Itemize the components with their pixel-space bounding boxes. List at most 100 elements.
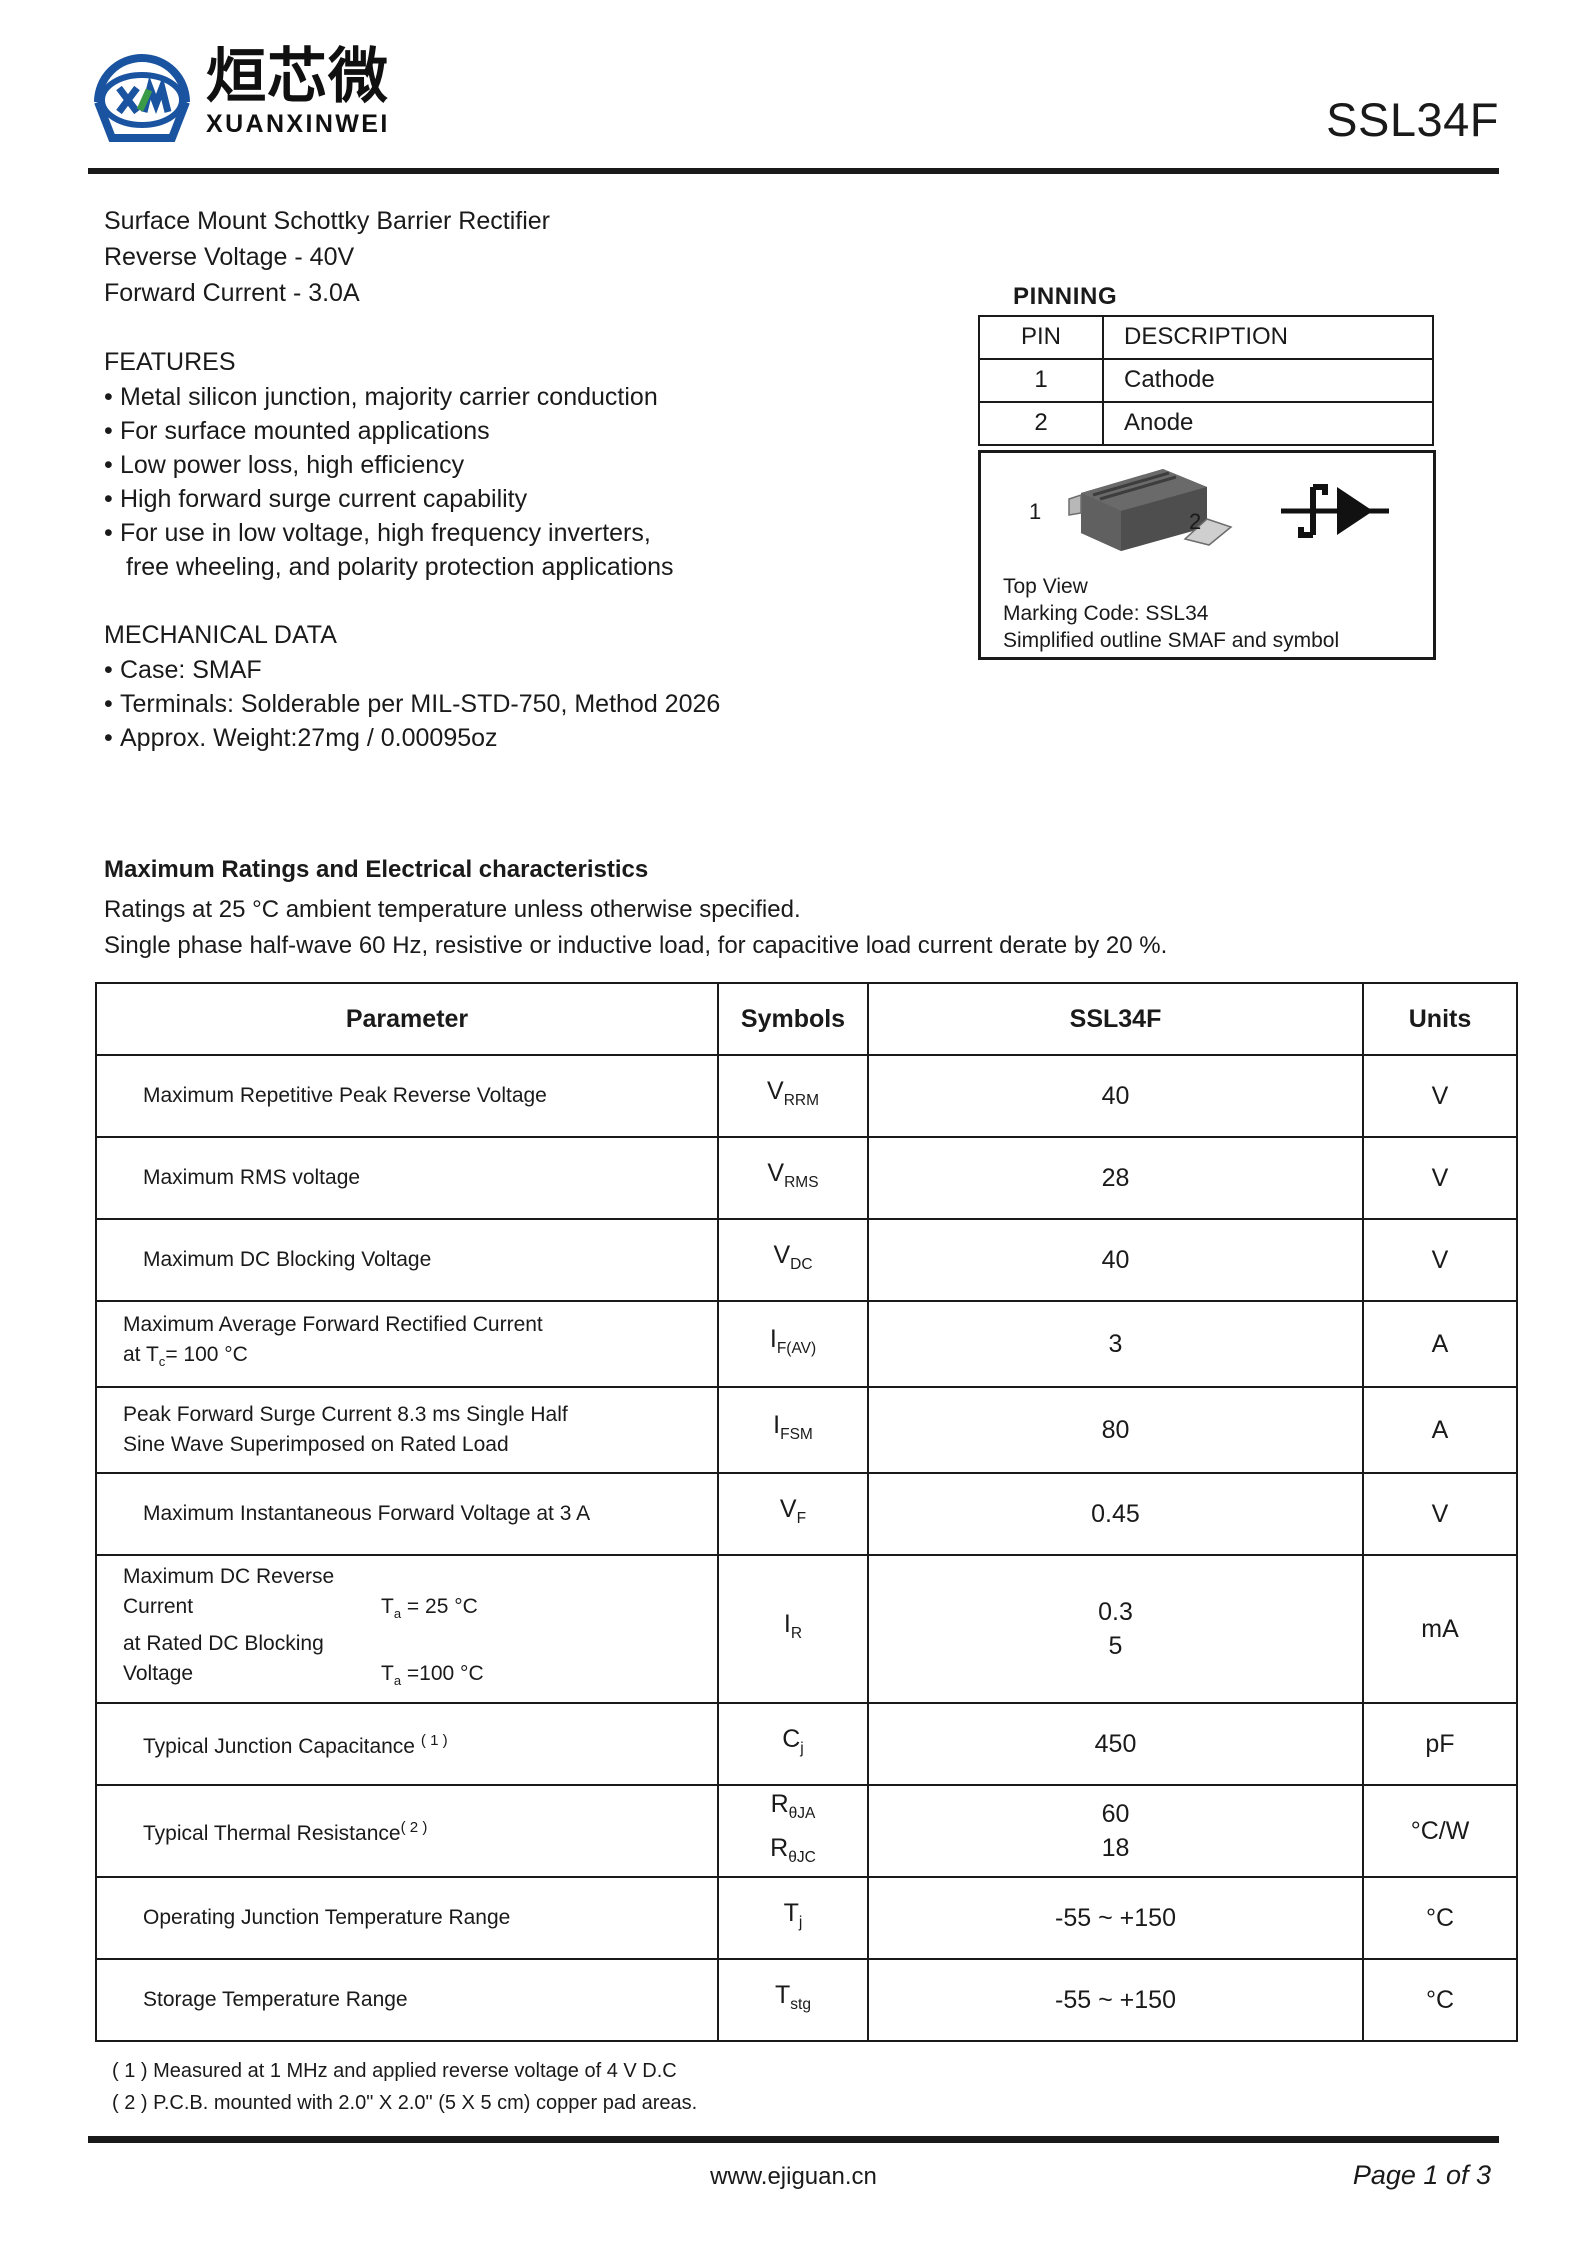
feature-text: For surface mounted applications xyxy=(120,417,490,445)
param-symbol: RθJA RθJC xyxy=(717,1784,869,1879)
param-label: Maximum Repetitive Peak Reverse Voltage xyxy=(95,1054,719,1138)
table-row: 1 Cathode xyxy=(978,358,1434,403)
param-label: Storage Temperature Range xyxy=(95,1958,719,2043)
table-header-row: PIN DESCRIPTION xyxy=(978,315,1434,360)
table-header-row: Parameter Symbols SSL34F Units xyxy=(95,982,1518,1056)
footnote-ref: ( 2 ) xyxy=(400,1819,428,1837)
features-heading: FEATURES xyxy=(104,348,236,376)
list-item: • For surface mounted applications xyxy=(104,414,904,448)
xw-logo-icon xyxy=(88,38,196,146)
mechanical-data-heading: MECHANICAL DATA xyxy=(104,621,337,649)
footer-page-number: Page 1 of 3 xyxy=(1352,2160,1491,2190)
footnote-ref: ( 1 ) xyxy=(420,1732,448,1750)
logo-wordmark: 烜芯微 XUANXINWEI xyxy=(206,38,390,138)
param-label-line1: Maximum DC Reverse Current Ta = 25 °C xyxy=(123,1565,478,1622)
mechanical-text: Terminals: Solderable per MIL-STD-750, M… xyxy=(120,690,721,718)
param-label: Operating Junction Temperature Range xyxy=(95,1876,719,1961)
table-row: Maximum Repetitive Peak Reverse Voltage … xyxy=(95,1054,1518,1138)
pin-number: 2 xyxy=(978,401,1104,446)
param-unit: V xyxy=(1362,1054,1518,1138)
param-symbol: VF xyxy=(717,1472,869,1556)
pinning-table: PIN DESCRIPTION 1 Cathode 2 Anode xyxy=(978,315,1434,446)
table-row: Operating Junction Temperature Range Tj … xyxy=(95,1876,1518,1961)
mechanical-text: Approx. Weight:27mg / 0.00095oz xyxy=(120,724,498,752)
package-pin2-label: 2 xyxy=(1189,509,1202,534)
param-value-line2: 18 xyxy=(1101,1834,1130,1863)
param-unit: °C xyxy=(1362,1958,1518,2043)
page-title: SSL34F xyxy=(1326,93,1499,146)
table-row: Typical Thermal Resistance( 2 ) RθJA RθJ… xyxy=(95,1784,1518,1879)
param-value: 450 xyxy=(867,1702,1364,1787)
param-label: Typical Junction Capacitance ( 1 ) xyxy=(95,1702,719,1787)
bullet-icon: • xyxy=(104,724,113,752)
pin-description: Cathode xyxy=(1102,358,1434,403)
bullet-icon: • xyxy=(104,451,113,479)
bullet-icon: • xyxy=(104,485,113,513)
param-value: 3 xyxy=(867,1300,1364,1388)
table-row: Peak Forward Surge Current 8.3 ms Single… xyxy=(95,1386,1518,1474)
bullet-icon: • xyxy=(104,519,113,547)
pinning-col-pin: PIN xyxy=(978,315,1104,360)
param-value: 60 18 xyxy=(867,1784,1364,1879)
param-label-line2: at Tc= 100 °C xyxy=(123,1343,248,1370)
list-item: • High forward surge current capability xyxy=(104,482,904,516)
param-unit: A xyxy=(1362,1300,1518,1388)
list-item: • For use in low voltage, high frequency … xyxy=(104,516,904,550)
bullet-icon: • xyxy=(104,417,113,445)
list-item: • Approx. Weight:27mg / 0.00095oz xyxy=(104,721,904,755)
footer-divider xyxy=(88,2136,1499,2143)
param-label: Maximum RMS voltage xyxy=(95,1136,719,1220)
table-row: Maximum RMS voltage VRMS 28 V xyxy=(95,1136,1518,1220)
table-row: 2 Anode xyxy=(978,401,1434,446)
param-symbol: Tstg xyxy=(717,1958,869,2043)
param-unit: V xyxy=(1362,1472,1518,1556)
pinning-col-description: DESCRIPTION xyxy=(1102,315,1434,360)
param-label: Maximum DC Blocking Voltage xyxy=(95,1218,719,1302)
param-symbol: VRRM xyxy=(717,1054,869,1138)
col-header-symbols: Symbols xyxy=(717,982,869,1056)
param-value: 0.3 5 xyxy=(867,1553,1364,1705)
table-row: Typical Junction Capacitance ( 1 ) Cj 45… xyxy=(95,1702,1518,1787)
logo-chinese-name: 烜芯微 xyxy=(206,42,389,112)
bullet-icon: • xyxy=(104,656,113,684)
mechanical-data-list: • Case: SMAF • Terminals: Solderable per M… xyxy=(104,653,904,755)
table-row: Maximum DC Blocking Voltage VDC 40 V xyxy=(95,1218,1518,1302)
param-unit: °C xyxy=(1362,1876,1518,1961)
param-value-line1: 0.3 xyxy=(1098,1598,1133,1627)
param-value: 40 xyxy=(867,1054,1364,1138)
table-row: Maximum Instantaneous Forward Voltage at… xyxy=(95,1472,1518,1556)
package-pin1-label: 1 xyxy=(1029,499,1042,524)
ratings-section-title: Maximum Ratings and Electrical character… xyxy=(104,856,649,883)
pin-description: Anode xyxy=(1102,401,1434,446)
param-symbol: IFSM xyxy=(717,1386,869,1474)
param-unit: V xyxy=(1362,1218,1518,1302)
param-label: Maximum Average Forward Rectified Curren… xyxy=(95,1300,719,1388)
col-header-parameter: Parameter xyxy=(95,982,719,1056)
param-value: -55 ~ +150 xyxy=(867,1876,1364,1961)
package-outline-box: 1 2 Top View Marking Code: SSL34 Simplif… xyxy=(978,450,1436,660)
param-label-line1: Peak Forward Surge Current 8.3 ms Single… xyxy=(123,1403,568,1426)
footer-website-url[interactable]: www.ejiguan.cn xyxy=(710,2163,877,2190)
param-unit: V xyxy=(1362,1136,1518,1220)
package-caption-outline: Simplified outline SMAF and symbol xyxy=(1003,629,1340,652)
bullet-icon: • xyxy=(104,383,113,411)
table-row: Maximum DC Reverse Current Ta = 25 °C at … xyxy=(95,1553,1518,1705)
param-symbol: Tj xyxy=(717,1876,869,1961)
feature-text: For use in low voltage, high frequency i… xyxy=(120,519,651,547)
feature-text: High forward surge current capability xyxy=(120,485,528,513)
ratings-note-waveform: Single phase half-wave 60 Hz, resistive … xyxy=(104,932,1168,959)
param-value: 40 xyxy=(867,1218,1364,1302)
table-row: Maximum Average Forward Rectified Curren… xyxy=(95,1300,1518,1388)
product-description-line-3: Forward Current - 3.0A xyxy=(104,279,360,307)
pin-number: 1 xyxy=(978,358,1104,403)
page-header: 烜芯微 XUANXINWEI SSL34F xyxy=(88,38,1499,150)
list-item: • Low power loss, high efficiency xyxy=(104,448,904,482)
features-list: • Metal silicon junction, majority carrie… xyxy=(104,380,904,550)
pinning-heading: PINNING xyxy=(1013,283,1118,310)
feature-text: Metal silicon junction, majority carrier… xyxy=(120,383,658,411)
param-label-line1: Maximum Average Forward Rectified Curren… xyxy=(123,1313,543,1337)
footnote-2: ( 2 ) P.C.B. mounted with 2.0" X 2.0" (5… xyxy=(112,2092,698,2114)
param-unit: mA xyxy=(1362,1553,1518,1705)
param-label-line2: at Rated DC Blocking Voltage Ta =100 °C xyxy=(123,1632,484,1689)
mechanical-text: Case: SMAF xyxy=(120,656,262,684)
